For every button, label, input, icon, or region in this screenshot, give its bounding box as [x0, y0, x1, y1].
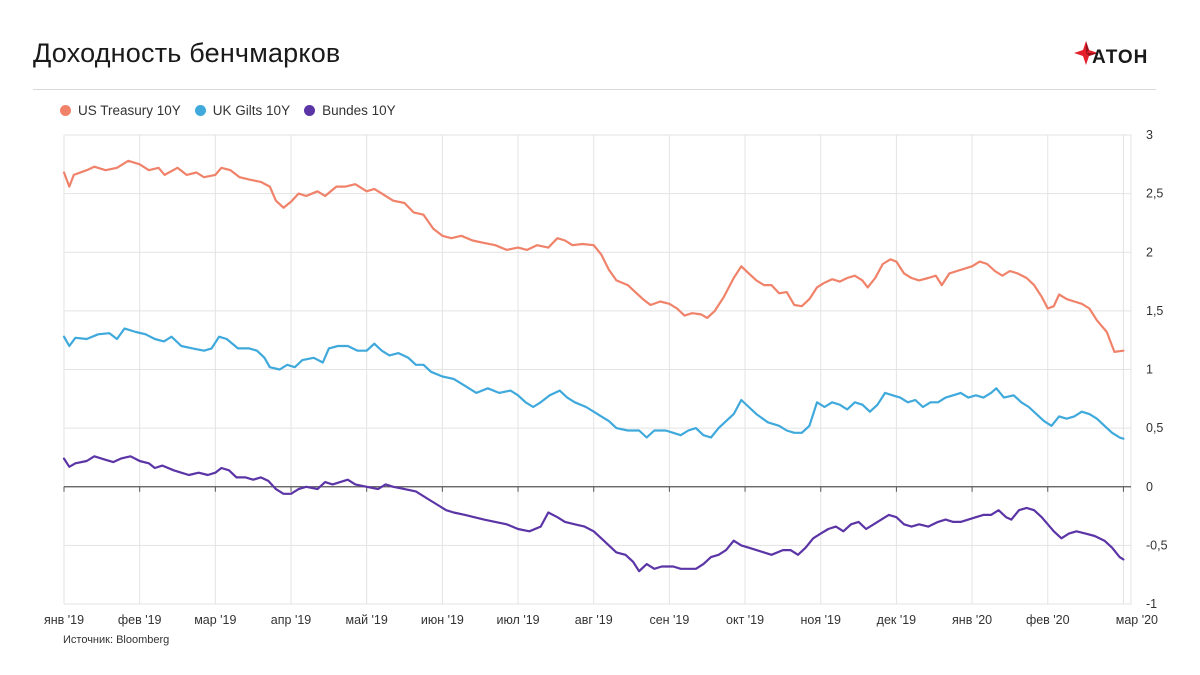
x-tick-label: фев '19: [118, 613, 162, 627]
y-tick-label: 3: [1146, 128, 1153, 142]
y-tick-label: 1: [1146, 363, 1153, 377]
x-tick-label: май '19: [346, 613, 388, 627]
x-tick-label: сен '19: [649, 613, 689, 627]
x-tick-label: июн '19: [421, 613, 464, 627]
series-line-0: [62, 159, 1125, 353]
legend-label: Bundes 10Y: [322, 103, 396, 118]
chart-legend: US Treasury 10Y UK Gilts 10Y Bundes 10Y: [60, 103, 396, 118]
chart-series: [62, 159, 1125, 573]
y-tick-label: 1,5: [1146, 304, 1163, 318]
x-axis-ticks: янв '19 фев '19 мар '19 апр '19 май '19 июн '…: [44, 613, 1158, 627]
y-axis-ticks: -1 -0,5 0 0,5 1 1,5 2 2,5 3: [1146, 128, 1168, 611]
chart-grid: [63, 134, 1132, 605]
logo-text: АТОН: [1092, 47, 1149, 68]
chart-axes: [63, 486, 1131, 492]
x-tick-label: дек '19: [877, 613, 917, 627]
x-tick-label: янв '20: [952, 613, 992, 627]
y-tick-label: -1: [1146, 597, 1157, 611]
x-tick-label: окт '19: [726, 613, 764, 627]
x-tick-label: мар '20: [1116, 613, 1158, 627]
series-line-2: [62, 455, 1125, 573]
x-tick-label: мар '19: [194, 613, 236, 627]
y-tick-label: -0,5: [1146, 538, 1168, 552]
y-tick-label: 2: [1146, 245, 1153, 259]
header-divider: [33, 89, 1156, 90]
legend-item-uk-gilts: UK Gilts 10Y: [194, 103, 291, 118]
x-tick-label: фев '20: [1026, 613, 1070, 627]
source-note: Источник: Bloomberg: [63, 634, 170, 646]
y-tick-label: 0,5: [1146, 421, 1163, 435]
y-tick-label: 0: [1146, 480, 1153, 494]
legend-marker: [304, 105, 316, 116]
x-tick-label: июл '19: [496, 613, 539, 627]
legend-item-us-treasury: US Treasury 10Y: [60, 103, 181, 118]
y-tick-label: 2,5: [1146, 187, 1163, 201]
x-tick-label: янв '19: [44, 613, 84, 627]
x-tick-label: апр '19: [271, 613, 311, 627]
legend-marker: [60, 105, 71, 116]
x-tick-label: авг '19: [575, 613, 613, 627]
legend-label: UK Gilts 10Y: [212, 103, 291, 118]
page-title: Доходность бенчмарков: [33, 38, 341, 68]
x-tick-label: ноя '19: [801, 613, 841, 627]
legend-label: US Treasury 10Y: [78, 103, 181, 118]
legend-item-bundes: Bundes 10Y: [304, 103, 396, 118]
legend-marker: [194, 105, 206, 116]
series-line-1: [62, 327, 1125, 440]
aton-logo-icon: [1074, 41, 1098, 65]
